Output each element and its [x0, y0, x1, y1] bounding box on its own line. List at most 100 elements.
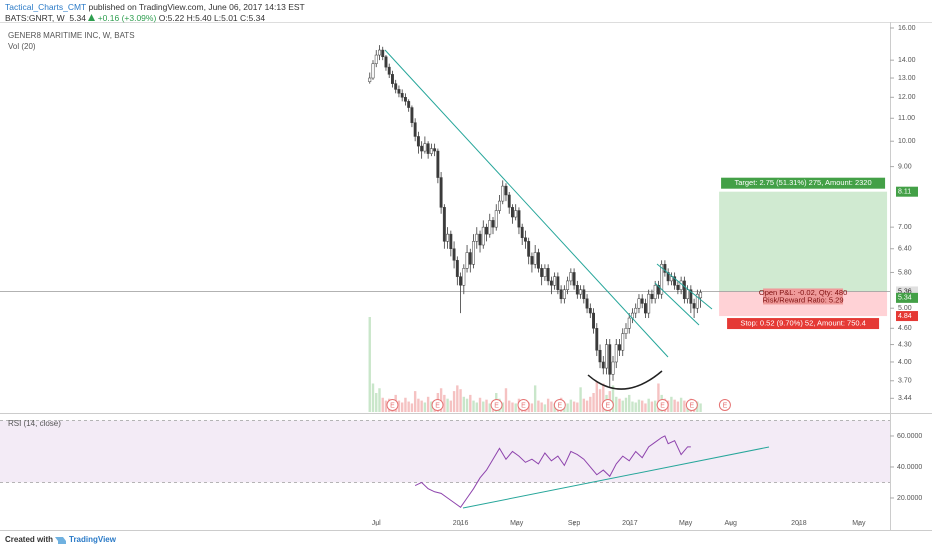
y-tick-label: 14.00 [898, 57, 916, 64]
published: published on TradingView.com, June 06, 2… [88, 2, 305, 12]
volume-bar [615, 396, 618, 412]
volume-bar [679, 397, 683, 412]
volume-bar [508, 400, 511, 412]
candle-body [397, 89, 401, 94]
candle-body [504, 185, 508, 196]
earnings-label: E [660, 402, 665, 409]
x-tick-label: 2018 [791, 520, 807, 527]
x-tick-label: Jul [372, 520, 381, 527]
volume-bar [592, 393, 595, 412]
volume-bar [375, 393, 378, 412]
x-tick-label: May [852, 520, 866, 527]
earnings-marker [490, 399, 503, 411]
y-tick-label: 6.40 [898, 246, 912, 253]
candle-body [575, 285, 579, 295]
candle-body [621, 333, 625, 351]
earnings-label: E [435, 402, 440, 409]
candle-body [498, 200, 501, 211]
candle-body [543, 268, 547, 277]
candle-body [540, 268, 544, 277]
volume-bar [381, 397, 384, 412]
trendline [384, 49, 669, 358]
candle-body [582, 289, 586, 300]
volume-bar [569, 399, 573, 412]
volume-bar [511, 402, 514, 412]
volume-bar [634, 402, 637, 412]
stop-label: Stop: 0.52 (9.70%) 52, Amount: 750.4 [740, 319, 866, 328]
earnings-marker [517, 399, 530, 411]
earnings-marker [656, 399, 669, 411]
candle-body [608, 344, 612, 375]
candle-body [387, 66, 391, 75]
candle-body [618, 344, 621, 351]
volume-bar [514, 403, 517, 412]
candle-body [692, 303, 696, 309]
y-tick-label: 10.00 [898, 138, 916, 145]
ohlc-h: H:5.40 [186, 13, 212, 23]
candle-body [676, 285, 680, 290]
x-tick-label: May [679, 520, 693, 527]
footer-brand[interactable]: TradingView [69, 535, 117, 544]
volume-bar [426, 396, 430, 412]
footer-created: Created with [5, 535, 53, 544]
volume-bar [410, 403, 414, 412]
x-tick-label: May [510, 520, 524, 527]
volume-bar [449, 400, 453, 412]
volume-bar [504, 388, 508, 412]
y-tick-label: 12.00 [898, 94, 916, 101]
candle-body [562, 289, 566, 300]
author[interactable]: Tactical_Charts_CMT [5, 2, 87, 12]
volume-bar [550, 401, 553, 412]
volume-bar [446, 398, 449, 412]
volume-bar [585, 400, 589, 412]
volume-bar [641, 400, 644, 412]
candle-body [549, 280, 553, 286]
candle-body [442, 207, 446, 242]
candle-body [647, 293, 651, 314]
candle-body [673, 276, 677, 286]
y-tick-label: 5.80 [898, 269, 912, 276]
candle-body [592, 312, 595, 329]
candle-body [452, 248, 456, 261]
volume-bar [624, 397, 628, 412]
earnings-label: E [605, 402, 610, 409]
volume-bar [637, 399, 641, 412]
candle-body [501, 185, 505, 202]
volume-bar [533, 385, 537, 412]
target-label: Target: 2.75 (51.31%) 275, Amount: 2320 [734, 178, 871, 187]
candle-body [663, 264, 667, 273]
candle-body [598, 349, 602, 363]
volume-bar [611, 385, 615, 412]
volume-bar [443, 394, 446, 412]
earnings-marker [386, 399, 399, 411]
cup-arc [587, 370, 663, 390]
candle-body [553, 276, 557, 286]
volume-bar [589, 396, 592, 412]
last-price-tag: 5.34 [898, 295, 912, 302]
pnl-label: Open P&L: -0.02, Qty: 480 [759, 288, 847, 297]
volume-bar [482, 401, 485, 412]
volume-bar [676, 401, 680, 412]
candle-body [400, 93, 404, 98]
ohlc-c: C:5.34 [240, 13, 266, 23]
candle-body [384, 56, 388, 68]
y-tick-label: 11.00 [898, 115, 915, 122]
rsi-pane: 60.0000 40.0000 20.0000 [0, 420, 922, 508]
volume-bar [566, 403, 569, 412]
candle-body [699, 292, 703, 299]
channel-line [656, 263, 713, 310]
volume-bar [400, 402, 404, 412]
header-line: Tactical_Charts_CMT published on Trading… [5, 2, 305, 13]
y-tick-label: 3.70 [898, 378, 912, 385]
target-label-bg [721, 177, 886, 189]
volume-bar [543, 404, 547, 412]
candle-body [660, 264, 664, 295]
volume-bar [397, 400, 401, 412]
volume-bar [699, 403, 702, 412]
candle-body [394, 83, 398, 90]
volume-bar [368, 317, 371, 412]
rsi-trendline [462, 446, 770, 509]
candle-body [465, 252, 469, 269]
candle-body [624, 328, 628, 334]
header: Tactical_Charts_CMT published on Trading… [5, 2, 305, 24]
